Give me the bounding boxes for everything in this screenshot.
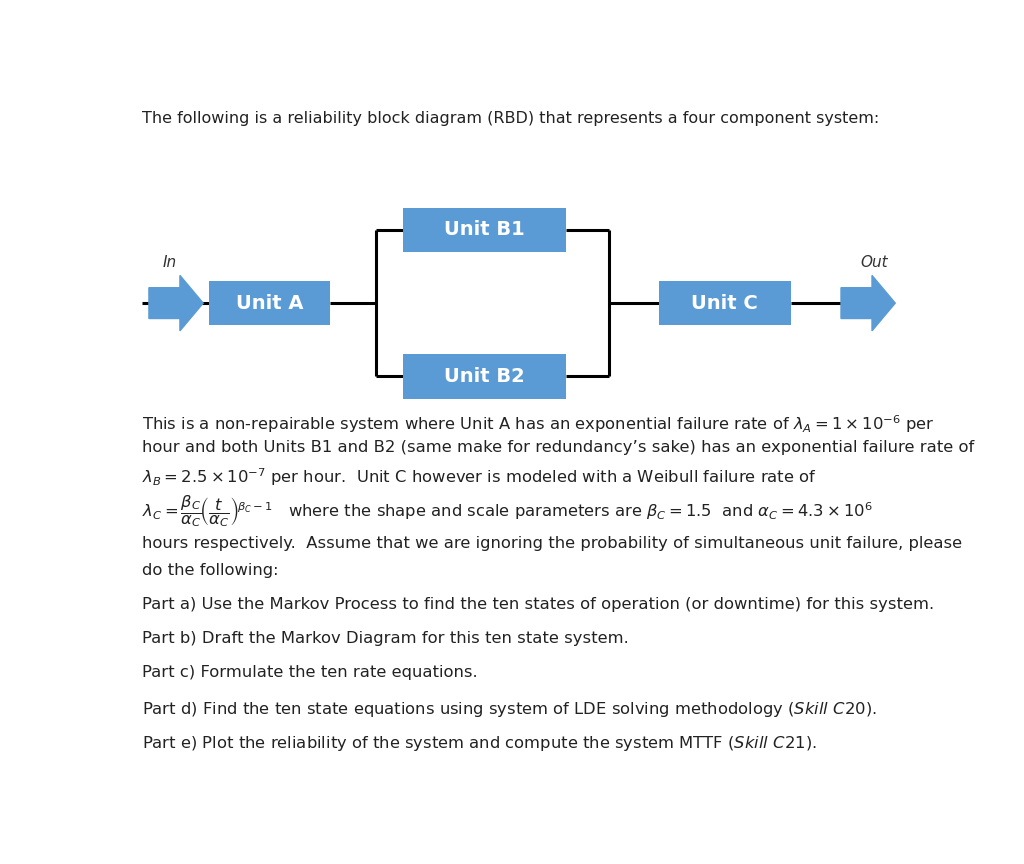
Text: Unit B2: Unit B2: [444, 366, 525, 385]
FancyBboxPatch shape: [403, 354, 566, 398]
FancyBboxPatch shape: [403, 207, 566, 252]
Text: This is a non-repairable system where Unit A has an exponential failure rate of : This is a non-repairable system where Un…: [142, 413, 935, 435]
Text: Out: Out: [860, 255, 888, 270]
FancyBboxPatch shape: [209, 281, 330, 326]
Text: Unit B1: Unit B1: [444, 220, 525, 239]
Text: hours respectively.  Assume that we are ignoring the probability of simultaneous: hours respectively. Assume that we are i…: [142, 536, 963, 551]
Text: Part b) Draft the Markov Diagram for this ten state system.: Part b) Draft the Markov Diagram for thi…: [142, 631, 629, 646]
Text: $\lambda_B = 2.5 \times 10^{-7}$ per hour.  Unit C however is modeled with a Wei: $\lambda_B = 2.5 \times 10^{-7}$ per hou…: [142, 467, 816, 488]
FancyArrow shape: [148, 276, 203, 331]
FancyBboxPatch shape: [658, 281, 791, 326]
Text: Part e) Plot the reliability of the system and compute the system MTTF ($\it{Ski: Part e) Plot the reliability of the syst…: [142, 734, 817, 753]
Text: do the following:: do the following:: [142, 562, 279, 577]
Text: In: In: [163, 255, 177, 270]
Text: The following is a reliability block diagram (RBD) that represents a four compon: The following is a reliability block dia…: [142, 111, 880, 125]
Text: hour and both Units B1 and B2 (same make for redundancy’s sake) has an exponenti: hour and both Units B1 and B2 (same make…: [142, 440, 974, 454]
Text: Part c) Formulate the ten rate equations.: Part c) Formulate the ten rate equations…: [142, 665, 477, 680]
Text: Part a) Use the Markov Process to find the ten states of operation (or downtime): Part a) Use the Markov Process to find t…: [142, 597, 934, 612]
Text: $\lambda_C = \dfrac{\beta_C}{\alpha_C}\!\left(\dfrac{t}{\alpha_C}\right)^{\!\bet: $\lambda_C = \dfrac{\beta_C}{\alpha_C}\!…: [142, 493, 872, 529]
FancyArrow shape: [841, 276, 895, 331]
Text: Unit A: Unit A: [236, 294, 303, 313]
Text: Part d) Find the ten state equations using system of LDE solving methodology ($\: Part d) Find the ten state equations usi…: [142, 700, 877, 719]
Text: Unit C: Unit C: [691, 294, 758, 313]
